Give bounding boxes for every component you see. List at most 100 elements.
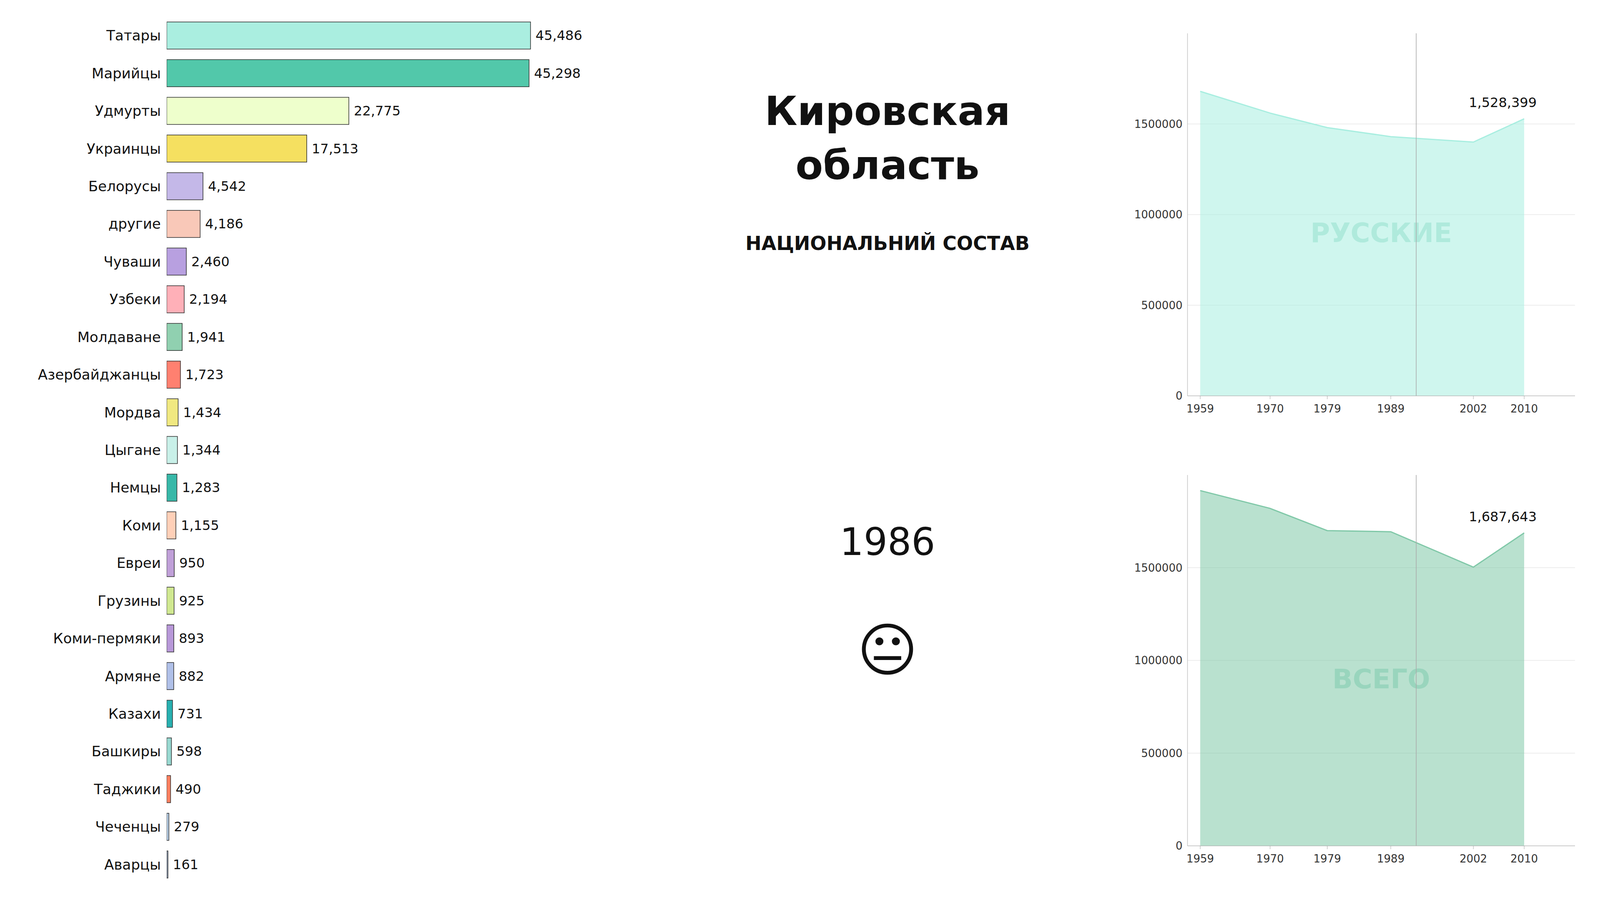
bar (166, 135, 307, 163)
data-label: 161 (172, 856, 199, 873)
x-tick-label: 1989 (1377, 402, 1405, 415)
data-label: 1,155 (180, 517, 220, 534)
background (0, 0, 1600, 900)
data-label: 893 (178, 630, 205, 647)
title-line: область (795, 142, 980, 189)
bar (166, 97, 349, 125)
reference-line (1415, 475, 1417, 846)
data-label: 22,775 (353, 102, 401, 119)
bar (166, 59, 530, 87)
category-label: Башкиры (91, 742, 161, 760)
category-label: Удмурты (95, 102, 161, 120)
title-line: Кировская (764, 87, 1011, 135)
series (1200, 475, 1525, 846)
x-tick (1390, 395, 1391, 400)
bar (166, 436, 178, 464)
data-label: 950 (179, 555, 205, 571)
y-axis (1187, 475, 1188, 846)
y-tick-label: 0 (1175, 389, 1183, 403)
reference-line (1415, 33, 1417, 396)
x-tick-label: 1989 (1377, 852, 1405, 865)
data-label: 1,344 (182, 442, 221, 458)
category-label: Мордва (104, 404, 161, 421)
data-label: 4,542 (207, 178, 247, 195)
series (1200, 33, 1525, 396)
x-tick-label: 2002 (1459, 402, 1488, 415)
x-tick (1270, 395, 1271, 400)
bar (166, 813, 169, 841)
bar (166, 737, 172, 765)
data-label: 45,298 (534, 65, 581, 82)
x-tick-label: 1979 (1313, 402, 1341, 415)
x-tick (1473, 845, 1474, 850)
data-label: 17,513 (311, 140, 359, 157)
y-tick-label: 500000 (1141, 747, 1183, 760)
category-label: Азербайджанцы (37, 366, 161, 383)
bar (166, 285, 185, 313)
y-tick-label: 1000000 (1134, 208, 1183, 221)
category-label: Чуваши (103, 253, 161, 270)
x-tick-label: 2002 (1459, 852, 1488, 865)
y-axis (1187, 33, 1188, 396)
bar (166, 398, 179, 426)
data-label: 731 (177, 705, 203, 722)
area-chart: 0500000100000015000001959197019791989200… (1134, 475, 1575, 865)
data-label: 1,283 (182, 479, 221, 496)
x-tick (1473, 395, 1474, 400)
x-tick (1327, 845, 1328, 850)
x-tick-label: 1959 (1186, 402, 1214, 415)
grid-line (1187, 395, 1575, 397)
data-label: 45,486 (535, 27, 583, 44)
bar (166, 474, 178, 502)
x-tick (1327, 395, 1328, 400)
chart-canvas: Татары45,486Марийцы45,298Удмурты22,775Ук… (0, 0, 1600, 900)
x-tick-label: 1970 (1256, 852, 1284, 865)
x-tick (1390, 845, 1391, 850)
category-label: Таджики (93, 780, 161, 798)
x-tick (1200, 395, 1201, 400)
y-tick-label: 1000000 (1134, 654, 1183, 667)
bar (166, 210, 200, 238)
data-label: 2,194 (189, 291, 228, 308)
category-label: Аварцы (104, 856, 161, 873)
data-label: 598 (176, 743, 202, 760)
category-label: Украинцы (86, 140, 161, 158)
value-annotation: 1,687,643 (1468, 508, 1537, 525)
category-label: Грузины (97, 592, 161, 610)
category-label: Цыгане (104, 441, 161, 459)
x-tick-label: 1959 (1186, 852, 1214, 865)
category-label: Армяне (105, 667, 161, 685)
data-label: 882 (178, 668, 205, 685)
category-label: Чеченцы (95, 818, 161, 835)
x-tick (1270, 845, 1271, 850)
x-tick-label: 2010 (1510, 852, 1538, 865)
bar-chart: Татары45,486Марийцы45,298Удмурты22,775Ук… (37, 22, 583, 879)
y-tick-label: 1500000 (1134, 561, 1183, 575)
annotation: 😐 (857, 616, 918, 685)
data-label: 4,186 (205, 215, 244, 232)
category-label: Белорусы (88, 177, 161, 195)
annotation: 1986 (839, 520, 935, 564)
bar (166, 625, 174, 653)
area-line (1200, 490, 1525, 568)
category-label: Коми-пермяки (53, 630, 161, 647)
bar (166, 850, 168, 878)
category-label: Евреи (116, 554, 161, 572)
x-axis (1187, 845, 1575, 847)
data-label: 279 (173, 818, 200, 835)
value-annotation: 1,528,399 (1468, 94, 1537, 111)
subtitle: НАЦИОНАЛЬНИЙ СОСТАВ (745, 232, 1030, 255)
category-label: Узбеки (109, 290, 161, 308)
bar (166, 22, 531, 50)
data-label: 1,723 (185, 366, 224, 383)
category-label: Казахи (108, 705, 161, 723)
x-tick-label: 2010 (1510, 402, 1538, 415)
x-tick-label: 1970 (1256, 402, 1284, 415)
title: Кировская область (764, 87, 1011, 189)
bar (166, 172, 203, 200)
area-fill (1200, 490, 1525, 846)
category-label: Коми (122, 517, 161, 534)
area-fill (1200, 91, 1525, 396)
bar (166, 549, 175, 577)
category-label: Татары (105, 27, 161, 44)
